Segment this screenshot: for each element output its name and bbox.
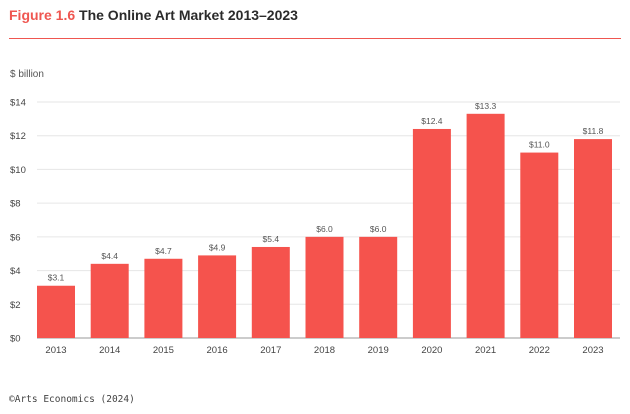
bar-2021	[466, 113, 505, 338]
bar-2013	[37, 285, 75, 338]
bar-2020	[412, 128, 451, 338]
y-axis-ticks: $0 $2 $4 $6 $8 $10 $12 $14	[10, 98, 26, 345]
bar-2023	[574, 139, 612, 338]
x-tick-label: 2015	[153, 345, 174, 356]
x-tick-label: 2019	[368, 345, 389, 356]
x-tick-label: 2013	[45, 345, 66, 356]
x-tick-label: 2014	[99, 345, 120, 356]
bar-2018	[305, 236, 344, 338]
header-divider	[9, 38, 621, 39]
y-tick-label: $12	[10, 131, 26, 142]
y-tick-label: $10	[10, 165, 26, 176]
y-tick-label: $4	[10, 266, 21, 277]
y-axis-unit-label: $ billion	[10, 69, 44, 80]
data-label: $11.8	[583, 126, 604, 136]
data-label: $13.3	[475, 101, 497, 111]
data-label: $12.4	[421, 116, 443, 126]
x-tick-label: 2018	[314, 345, 335, 356]
data-label: $5.4	[263, 234, 280, 244]
bar-chart: $0 $2 $4 $6 $8 $10 $12 $14 $3.1 $4.4 $4.7 $4.9 $5.4…	[10, 98, 620, 356]
data-label: $4.7	[155, 246, 172, 256]
data-label: $6.0	[316, 224, 333, 234]
x-axis-ticks: 2013 2014 2015 2016 2017 2018 2019 2020 2021 2022…	[45, 345, 603, 356]
data-label: $11.0	[529, 140, 550, 150]
bar-2017	[251, 246, 290, 338]
bar-2016	[198, 255, 237, 338]
y-tick-label: $8	[10, 199, 21, 210]
x-tick-label: 2016	[207, 345, 228, 356]
chart-header: Figure 1.6 The Online Art Market 2013–20…	[9, 7, 298, 23]
y-tick-label: $14	[10, 98, 26, 109]
data-label: $4.4	[101, 251, 118, 261]
bar-2015	[144, 258, 183, 338]
x-tick-label: 2023	[582, 345, 603, 356]
y-tick-label: $0	[10, 334, 21, 345]
y-tick-label: $2	[10, 300, 21, 311]
x-tick-label: 2022	[529, 345, 550, 356]
data-labels: $3.1 $4.4 $4.7 $4.9 $5.4 $6.0 $6.0 $12.4 $13.3 $1…	[48, 101, 604, 283]
data-label: $4.9	[209, 242, 226, 252]
bar-2014	[90, 263, 129, 338]
y-tick-label: $6	[10, 232, 21, 243]
x-tick-label: 2017	[260, 345, 281, 356]
bar-2019	[359, 236, 398, 338]
data-label: $3.1	[48, 273, 65, 283]
x-tick-label: 2020	[421, 345, 442, 356]
bars	[37, 113, 612, 338]
figure-label: Figure 1.6	[9, 7, 76, 23]
chart-title: The Online Art Market 2013–2023	[79, 7, 298, 23]
x-tick-label: 2021	[475, 345, 496, 356]
data-label: $6.0	[370, 224, 387, 234]
source-note: ©Arts Economics (2024)	[9, 394, 135, 405]
bar-2022	[520, 152, 559, 338]
